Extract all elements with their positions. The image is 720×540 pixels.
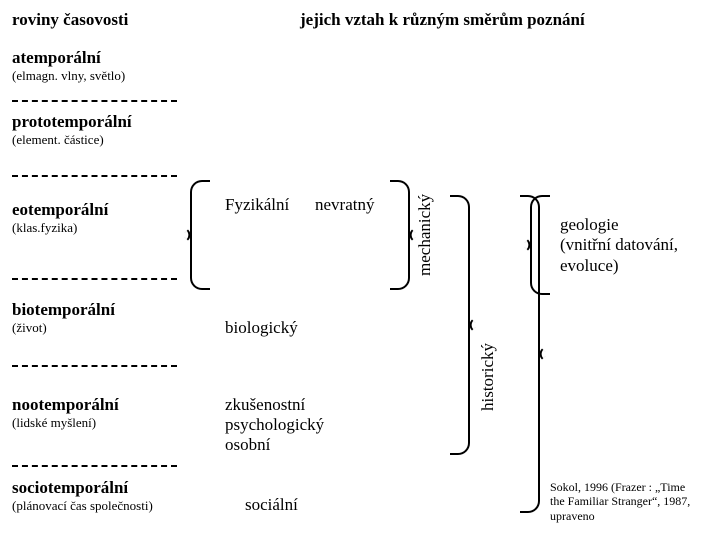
divider-4 xyxy=(12,365,177,367)
geo-l3: evoluce) xyxy=(560,256,678,276)
level-proto-title: prototemporální xyxy=(12,112,132,132)
divider-5 xyxy=(12,465,177,467)
brace-mechanicky xyxy=(390,180,410,290)
divider-2 xyxy=(12,175,177,177)
brace-historicky xyxy=(450,195,470,455)
level-eo-title: eotemporální xyxy=(12,200,108,220)
citation: Sokol, 1996 (Frazer : „Time the Familiar… xyxy=(550,480,690,523)
level-socio: sociotemporální (plánovací čas společnos… xyxy=(12,478,153,514)
level-atemporal-sub: (elmagn. vlny, světlo) xyxy=(12,68,125,84)
level-bio-sub: (život) xyxy=(12,320,115,336)
divider-3 xyxy=(12,278,177,280)
level-noo-title: nootemporální xyxy=(12,395,119,415)
geo-block: geologie (vnitřní datování, evoluce) xyxy=(560,215,678,276)
label-historicky: historický xyxy=(478,312,498,442)
label-socialni: sociální xyxy=(245,495,298,515)
label-osobni: osobní xyxy=(225,435,270,455)
level-bio: biotemporální (život) xyxy=(12,300,115,336)
level-socio-title: sociotemporální xyxy=(12,478,153,498)
citation-l2: the Familiar Stranger“, 1987, xyxy=(550,494,690,508)
level-eo: eotemporální (klas.fyzika) xyxy=(12,200,108,236)
divider-1 xyxy=(12,100,177,102)
level-noo-sub: (lidské myšlení) xyxy=(12,415,119,431)
level-atemporal: atemporální (elmagn. vlny, světlo) xyxy=(12,48,125,84)
level-proto: prototemporální (element. částice) xyxy=(12,112,132,148)
header-right: jejich vztah k různým směrům poznání xyxy=(300,10,585,30)
label-biologicky: biologický xyxy=(225,318,298,338)
label-psychologicky: psychologický xyxy=(225,415,324,435)
citation-l3: upraveno xyxy=(550,509,690,523)
level-noo: nootemporální (lidské myšlení) xyxy=(12,395,119,431)
geo-l1: geologie xyxy=(560,215,678,235)
label-nevratny: nevratný xyxy=(315,195,374,215)
label-mechanicky: mechanický xyxy=(415,182,435,287)
level-socio-sub: (plánovací čas společnosti) xyxy=(12,498,153,514)
geo-l2: (vnitřní datování, xyxy=(560,235,678,255)
label-fyzikalni: Fyzikální xyxy=(225,195,289,215)
level-eo-sub: (klas.fyzika) xyxy=(12,220,108,236)
brace-fyzikalni xyxy=(190,180,210,290)
header-left: roviny časovosti xyxy=(12,10,128,30)
level-atemporal-title: atemporální xyxy=(12,48,125,68)
citation-l1: Sokol, 1996 (Frazer : „Time xyxy=(550,480,690,494)
level-bio-title: biotemporální xyxy=(12,300,115,320)
brace-citation xyxy=(520,195,540,513)
level-proto-sub: (element. částice) xyxy=(12,132,132,148)
label-zkusenostni: zkušenostní xyxy=(225,395,305,415)
